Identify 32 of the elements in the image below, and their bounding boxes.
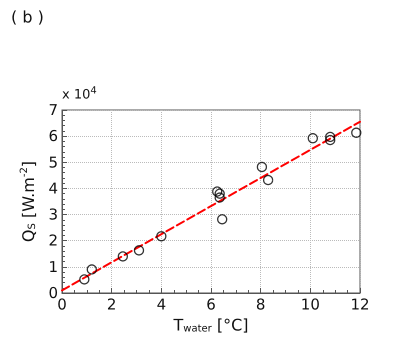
point (325, 134, 336, 146)
point (212, 186, 222, 197)
point (156, 231, 166, 242)
point (86, 264, 97, 275)
point (256, 162, 268, 172)
point (217, 214, 228, 224)
point (134, 245, 144, 256)
point (214, 188, 225, 199)
y-tick-label: 3 (48, 206, 58, 224)
y-tick-label: 1 (48, 258, 58, 276)
x-tick-label: 10 (300, 296, 320, 314)
y-tick-label: 6 (48, 127, 58, 146)
y-tick-label: 0 (48, 284, 58, 302)
point (262, 174, 274, 186)
point (325, 132, 336, 142)
x-tick-label: 6 (206, 296, 216, 314)
x-axis-title: Twater [°C] (172, 315, 249, 334)
point (214, 192, 225, 203)
y-tick-label: 7 (48, 101, 58, 119)
x-tick-label: 12 (350, 296, 370, 314)
x-tick-label: 4 (156, 296, 166, 314)
y-tick-label: 5 (48, 153, 58, 172)
y-tick-label: 4 (48, 179, 58, 198)
x-tick-label: 2 (106, 296, 116, 314)
point (351, 128, 362, 138)
point (118, 251, 128, 262)
x-tick-label: 8 (256, 296, 266, 314)
chart-title: ( b ) (11, 8, 44, 26)
y-tick-label: 2 (48, 232, 58, 250)
point (308, 133, 318, 144)
y-axis-title: QS [W.m-2] (19, 160, 38, 242)
point (79, 274, 90, 285)
